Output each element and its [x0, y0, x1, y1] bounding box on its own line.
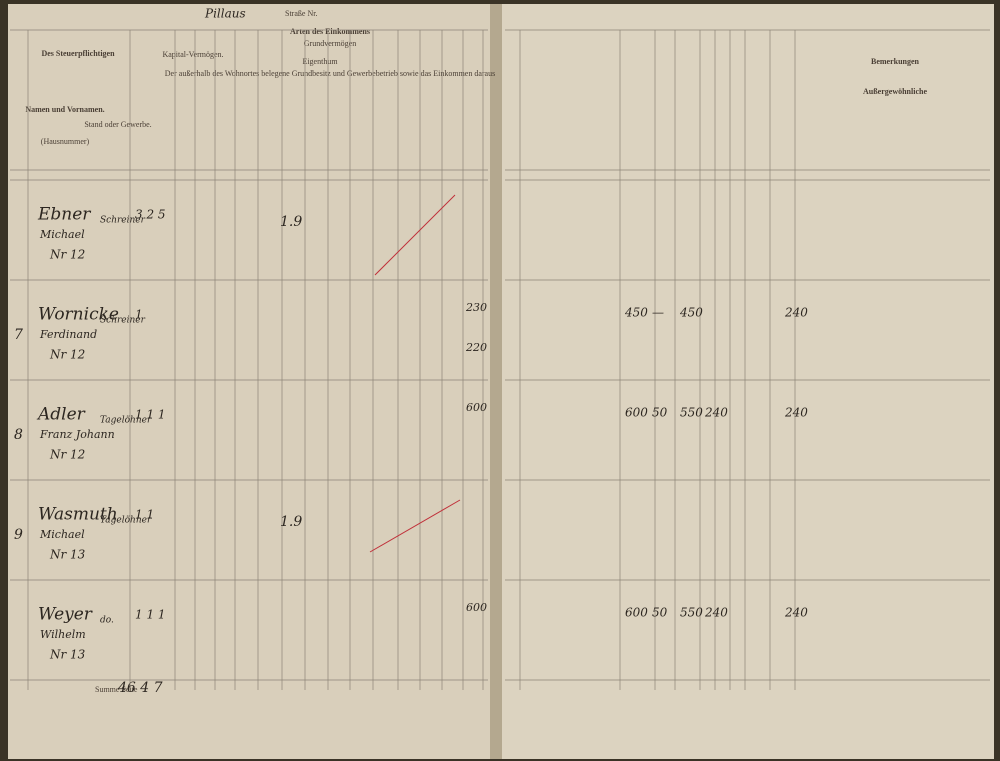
right-page [500, 4, 994, 759]
surname: Ebner [37, 205, 91, 225]
house-number: Nr 13 [49, 648, 86, 662]
note: Der außerhalb des Wohnortes belegene Gru… [165, 69, 495, 78]
given-name: Franz Johann [39, 428, 115, 441]
assessment-value: 240 [784, 606, 808, 620]
left-page [8, 4, 492, 759]
occupation: Tagelöhner [100, 416, 152, 426]
red-mark: 1.9 [280, 514, 302, 530]
assessment-value: 240 [784, 306, 808, 320]
red-stroke [369, 499, 461, 553]
capital-col: Kapital-Vermögen. [162, 50, 223, 59]
stand-col: Stand oder Gewerbe. [84, 120, 151, 129]
assessment-value: 550 [680, 606, 703, 620]
household-counts: 1 1 [135, 508, 154, 522]
row-number: 8 [14, 427, 23, 443]
assessment-value: 240 [704, 406, 728, 420]
income-value: 600 [466, 601, 487, 614]
extra: Außergewöhnliche [863, 87, 927, 96]
footer-label: Summe Seite [95, 685, 138, 694]
house-number: Nr 13 [49, 548, 86, 562]
subheading: Eigenthum [302, 57, 338, 66]
household-counts: 1 1 1 [135, 408, 166, 422]
title: Arten des Einkommens [290, 27, 370, 36]
occupation: Tagelöhner [100, 516, 152, 526]
given-name: Wilhelm [40, 628, 86, 641]
row-number: 9 [14, 527, 23, 543]
left-col: Des Steuerpflichtigen [41, 49, 115, 58]
assessment-value: 450 [624, 306, 648, 320]
house-number: Nr 12 [49, 248, 85, 262]
household-counts: 3 2 5 [135, 208, 166, 222]
household-counts: 1 [135, 308, 143, 322]
occupation: do. [100, 616, 114, 626]
remarks: Bemerkungen [871, 57, 920, 66]
footer-value: 46 4 7 [117, 680, 163, 696]
subtitle: Grundvermögen [304, 39, 356, 48]
assessment-value: — [652, 306, 664, 320]
street-label: Straße Nr. [285, 9, 317, 18]
surname: Weyer [38, 605, 93, 625]
income-value: 220 [465, 341, 487, 354]
grid [10, 29, 990, 690]
house-number: Nr 12 [49, 448, 85, 462]
assessment-value: 240 [784, 406, 808, 420]
assessment-value: 600 [625, 606, 648, 620]
red-stroke [374, 194, 456, 276]
given-name: Michael [39, 528, 85, 541]
name-sub: (Hausnummer) [41, 137, 90, 146]
row-number: 7 [14, 327, 23, 343]
given-name: Michael [39, 228, 85, 241]
assessment-value: 50 [652, 606, 668, 620]
occupation: Schreiner [100, 216, 146, 226]
assessment-value: 550 [680, 406, 703, 420]
given-name: Ferdinand [39, 328, 97, 341]
income-value: 600 [466, 401, 487, 414]
assessment-value: 50 [652, 406, 668, 420]
name-col: Namen und Vornamen. [25, 105, 104, 114]
household-counts: 1 1 1 [135, 608, 166, 622]
house-number: Nr 12 [49, 348, 85, 362]
gutter [490, 4, 502, 759]
street-name: Pillaus [204, 7, 246, 21]
surname: Adler [36, 405, 86, 425]
assessment-value: 450 [679, 306, 703, 320]
surname: Wasmuth [38, 505, 118, 525]
surname: Wornicke [38, 305, 119, 325]
assessment-value: 600 [625, 406, 648, 420]
assessment-value: 240 [704, 606, 728, 620]
income-value: 230 [465, 301, 487, 314]
occupation: Schreiner [100, 316, 146, 326]
red-mark: 1.9 [280, 214, 302, 230]
